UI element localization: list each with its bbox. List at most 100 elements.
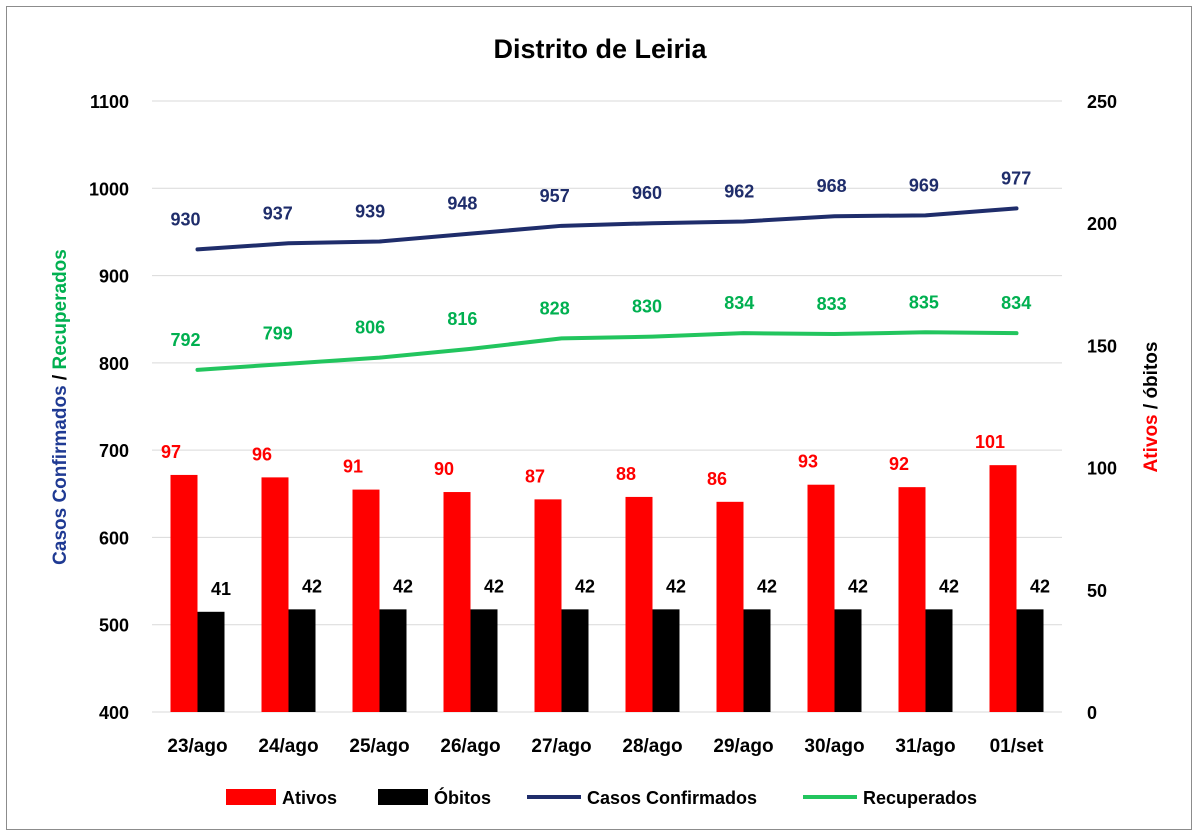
data-label-ativos: 87 <box>525 466 545 486</box>
data-label-recuperados: 834 <box>1001 293 1031 313</box>
data-label-óbitos: 42 <box>939 576 959 596</box>
data-label-óbitos: 42 <box>848 576 868 596</box>
legend-label-casos-confirmados: Casos Confirmados <box>587 788 757 808</box>
y-axis-left: 400 500 600 700 800 900 1000 1100 <box>89 92 129 723</box>
bar-óbitos <box>288 609 316 712</box>
legend-label-recuperados: Recuperados <box>863 788 977 808</box>
data-label-recuperados: 834 <box>724 293 754 313</box>
data-labels: 97 96 91 90 87 88 86 93 92 101 41 42 42 42 42 42 42 42 42 4… <box>161 168 1050 598</box>
y-left-tick-label: 1000 <box>89 179 129 199</box>
data-label-ativos: 90 <box>434 459 454 479</box>
bar-óbitos <box>197 611 225 712</box>
x-tick-label: 24/ago <box>258 736 318 757</box>
y-left-tick-label: 800 <box>99 354 129 374</box>
line-recuperados <box>195 330 1019 372</box>
data-label-óbitos: 41 <box>211 579 231 599</box>
data-label-casos-confirmados: 969 <box>909 175 939 195</box>
bar-óbitos <box>834 609 862 712</box>
y-left-tick-label: 400 <box>99 703 129 723</box>
data-label-casos-confirmados: 977 <box>1001 168 1031 188</box>
x-tick-label: 26/ago <box>440 736 500 757</box>
y-right-tick-label: 100 <box>1087 459 1117 479</box>
data-label-recuperados: 830 <box>632 297 662 317</box>
y-right-tick-label: 250 <box>1087 92 1117 112</box>
y-axis-right-label-part1: Ativos <box>1141 414 1162 472</box>
y-axis-right-label-sep: / <box>1141 399 1162 415</box>
data-label-óbitos: 42 <box>666 576 686 596</box>
y-axis-right: 0 50 100 150 200 250 <box>1087 92 1117 723</box>
bar-ativos <box>625 496 653 712</box>
bar-óbitos <box>925 609 953 712</box>
x-tick-label: 23/ago <box>167 736 227 757</box>
x-tick-label: 30/ago <box>804 736 864 757</box>
data-label-ativos: 92 <box>889 454 909 474</box>
y-axis-left-label: Casos Confirmados / Recuperados <box>50 249 71 565</box>
data-label-casos-confirmados: 968 <box>817 176 847 196</box>
data-label-recuperados: 792 <box>170 330 200 350</box>
y-right-tick-label: 200 <box>1087 214 1117 234</box>
data-label-óbitos: 42 <box>302 576 322 596</box>
y-left-tick-label: 1100 <box>90 92 129 112</box>
bar-ativos <box>261 477 289 712</box>
y-axis-right-label: Ativos / óbitos <box>1141 342 1162 473</box>
line-casos-confirmados <box>195 206 1019 252</box>
x-tick-label: 25/ago <box>349 736 409 757</box>
bar-óbitos <box>379 609 407 712</box>
x-tick-label: 27/ago <box>531 736 591 757</box>
data-label-óbitos: 42 <box>1030 576 1050 596</box>
chart-title: Distrito de Leiria <box>493 34 707 64</box>
data-label-ativos: 101 <box>975 432 1005 452</box>
y-right-tick-label: 150 <box>1087 336 1117 356</box>
y-axis-left-label-part1: Casos Confirmados <box>50 385 71 564</box>
data-label-óbitos: 42 <box>757 576 777 596</box>
x-tick-label: 28/ago <box>622 736 682 757</box>
data-label-casos-confirmados: 930 <box>170 209 200 229</box>
data-label-ativos: 91 <box>343 457 363 477</box>
bar-ativos <box>170 474 198 712</box>
data-label-recuperados: 806 <box>355 318 385 338</box>
y-left-tick-label: 600 <box>99 528 129 548</box>
data-label-recuperados: 816 <box>447 309 477 329</box>
bar-ativos <box>716 501 744 712</box>
x-axis: 23/ago 24/ago 25/ago 26/ago 27/ago 28/ago 29/a… <box>167 736 1044 757</box>
legend-swatch-ativos <box>226 789 276 805</box>
legend-label-ativos: Ativos <box>282 788 337 808</box>
data-label-recuperados: 799 <box>263 324 293 344</box>
bar-óbitos <box>561 609 589 712</box>
bars <box>170 465 1044 712</box>
bar-ativos <box>989 465 1017 712</box>
bar-óbitos <box>652 609 680 712</box>
x-tick-label: 01/set <box>990 736 1045 757</box>
data-label-ativos: 88 <box>616 464 636 484</box>
lines <box>195 206 1019 372</box>
data-label-óbitos: 42 <box>575 576 595 596</box>
data-label-ativos: 97 <box>161 442 181 462</box>
bar-ativos <box>898 487 926 712</box>
y-right-tick-label: 0 <box>1087 703 1097 723</box>
y-right-tick-label: 50 <box>1087 581 1107 601</box>
y-left-tick-label: 900 <box>99 267 129 287</box>
data-label-casos-confirmados: 948 <box>447 194 477 214</box>
data-label-recuperados: 833 <box>817 294 847 314</box>
data-label-recuperados: 835 <box>909 292 939 312</box>
y-axis-left-label-part2: Recuperados <box>50 249 71 369</box>
data-label-óbitos: 42 <box>484 576 504 596</box>
data-label-casos-confirmados: 962 <box>724 181 754 201</box>
bar-óbitos <box>1016 609 1044 712</box>
x-tick-label: 31/ago <box>895 736 955 757</box>
x-tick-label: 29/ago <box>713 736 773 757</box>
bar-ativos <box>807 484 835 712</box>
y-axis-left-label-sep: / <box>50 370 71 386</box>
legend-swatch-óbitos <box>378 789 428 805</box>
data-label-ativos: 96 <box>252 444 272 464</box>
bar-óbitos <box>470 609 498 712</box>
data-label-casos-confirmados: 957 <box>540 186 570 206</box>
data-label-recuperados: 828 <box>540 298 570 318</box>
bar-óbitos <box>743 609 771 712</box>
legend: Ativos Óbitos Casos Confirmados Recuperados <box>226 787 977 808</box>
data-label-casos-confirmados: 937 <box>263 203 293 223</box>
data-label-casos-confirmados: 939 <box>355 202 385 222</box>
y-left-tick-label: 700 <box>99 441 129 461</box>
bar-ativos <box>443 492 471 712</box>
